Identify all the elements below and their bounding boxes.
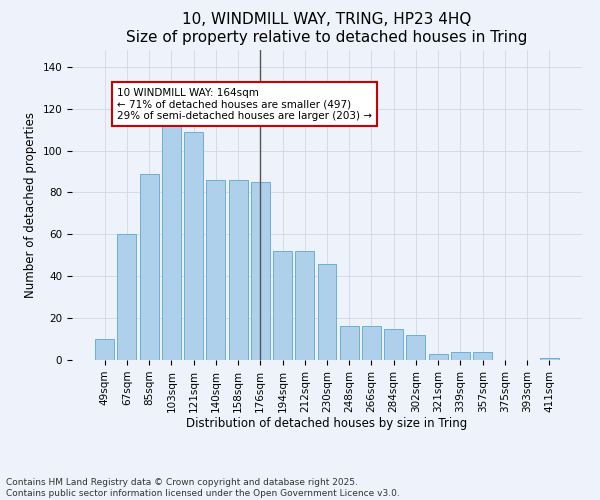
Bar xyxy=(184,132,203,360)
Bar xyxy=(295,251,314,360)
Bar xyxy=(384,328,403,360)
Bar xyxy=(317,264,337,360)
Bar xyxy=(340,326,359,360)
Bar xyxy=(251,182,270,360)
Bar xyxy=(95,339,114,360)
Title: 10, WINDMILL WAY, TRING, HP23 4HQ
Size of property relative to detached houses i: 10, WINDMILL WAY, TRING, HP23 4HQ Size o… xyxy=(127,12,527,44)
Bar xyxy=(140,174,158,360)
Bar xyxy=(473,352,492,360)
Bar xyxy=(118,234,136,360)
Bar xyxy=(362,326,381,360)
Bar xyxy=(540,358,559,360)
Bar xyxy=(162,121,181,360)
Bar xyxy=(451,352,470,360)
Bar xyxy=(429,354,448,360)
Y-axis label: Number of detached properties: Number of detached properties xyxy=(24,112,37,298)
Bar xyxy=(273,251,292,360)
Bar xyxy=(229,180,248,360)
Text: 10 WINDMILL WAY: 164sqm
← 71% of detached houses are smaller (497)
29% of semi-d: 10 WINDMILL WAY: 164sqm ← 71% of detache… xyxy=(117,88,372,121)
Bar xyxy=(406,335,425,360)
Bar xyxy=(206,180,225,360)
Text: Contains HM Land Registry data © Crown copyright and database right 2025.
Contai: Contains HM Land Registry data © Crown c… xyxy=(6,478,400,498)
X-axis label: Distribution of detached houses by size in Tring: Distribution of detached houses by size … xyxy=(187,418,467,430)
